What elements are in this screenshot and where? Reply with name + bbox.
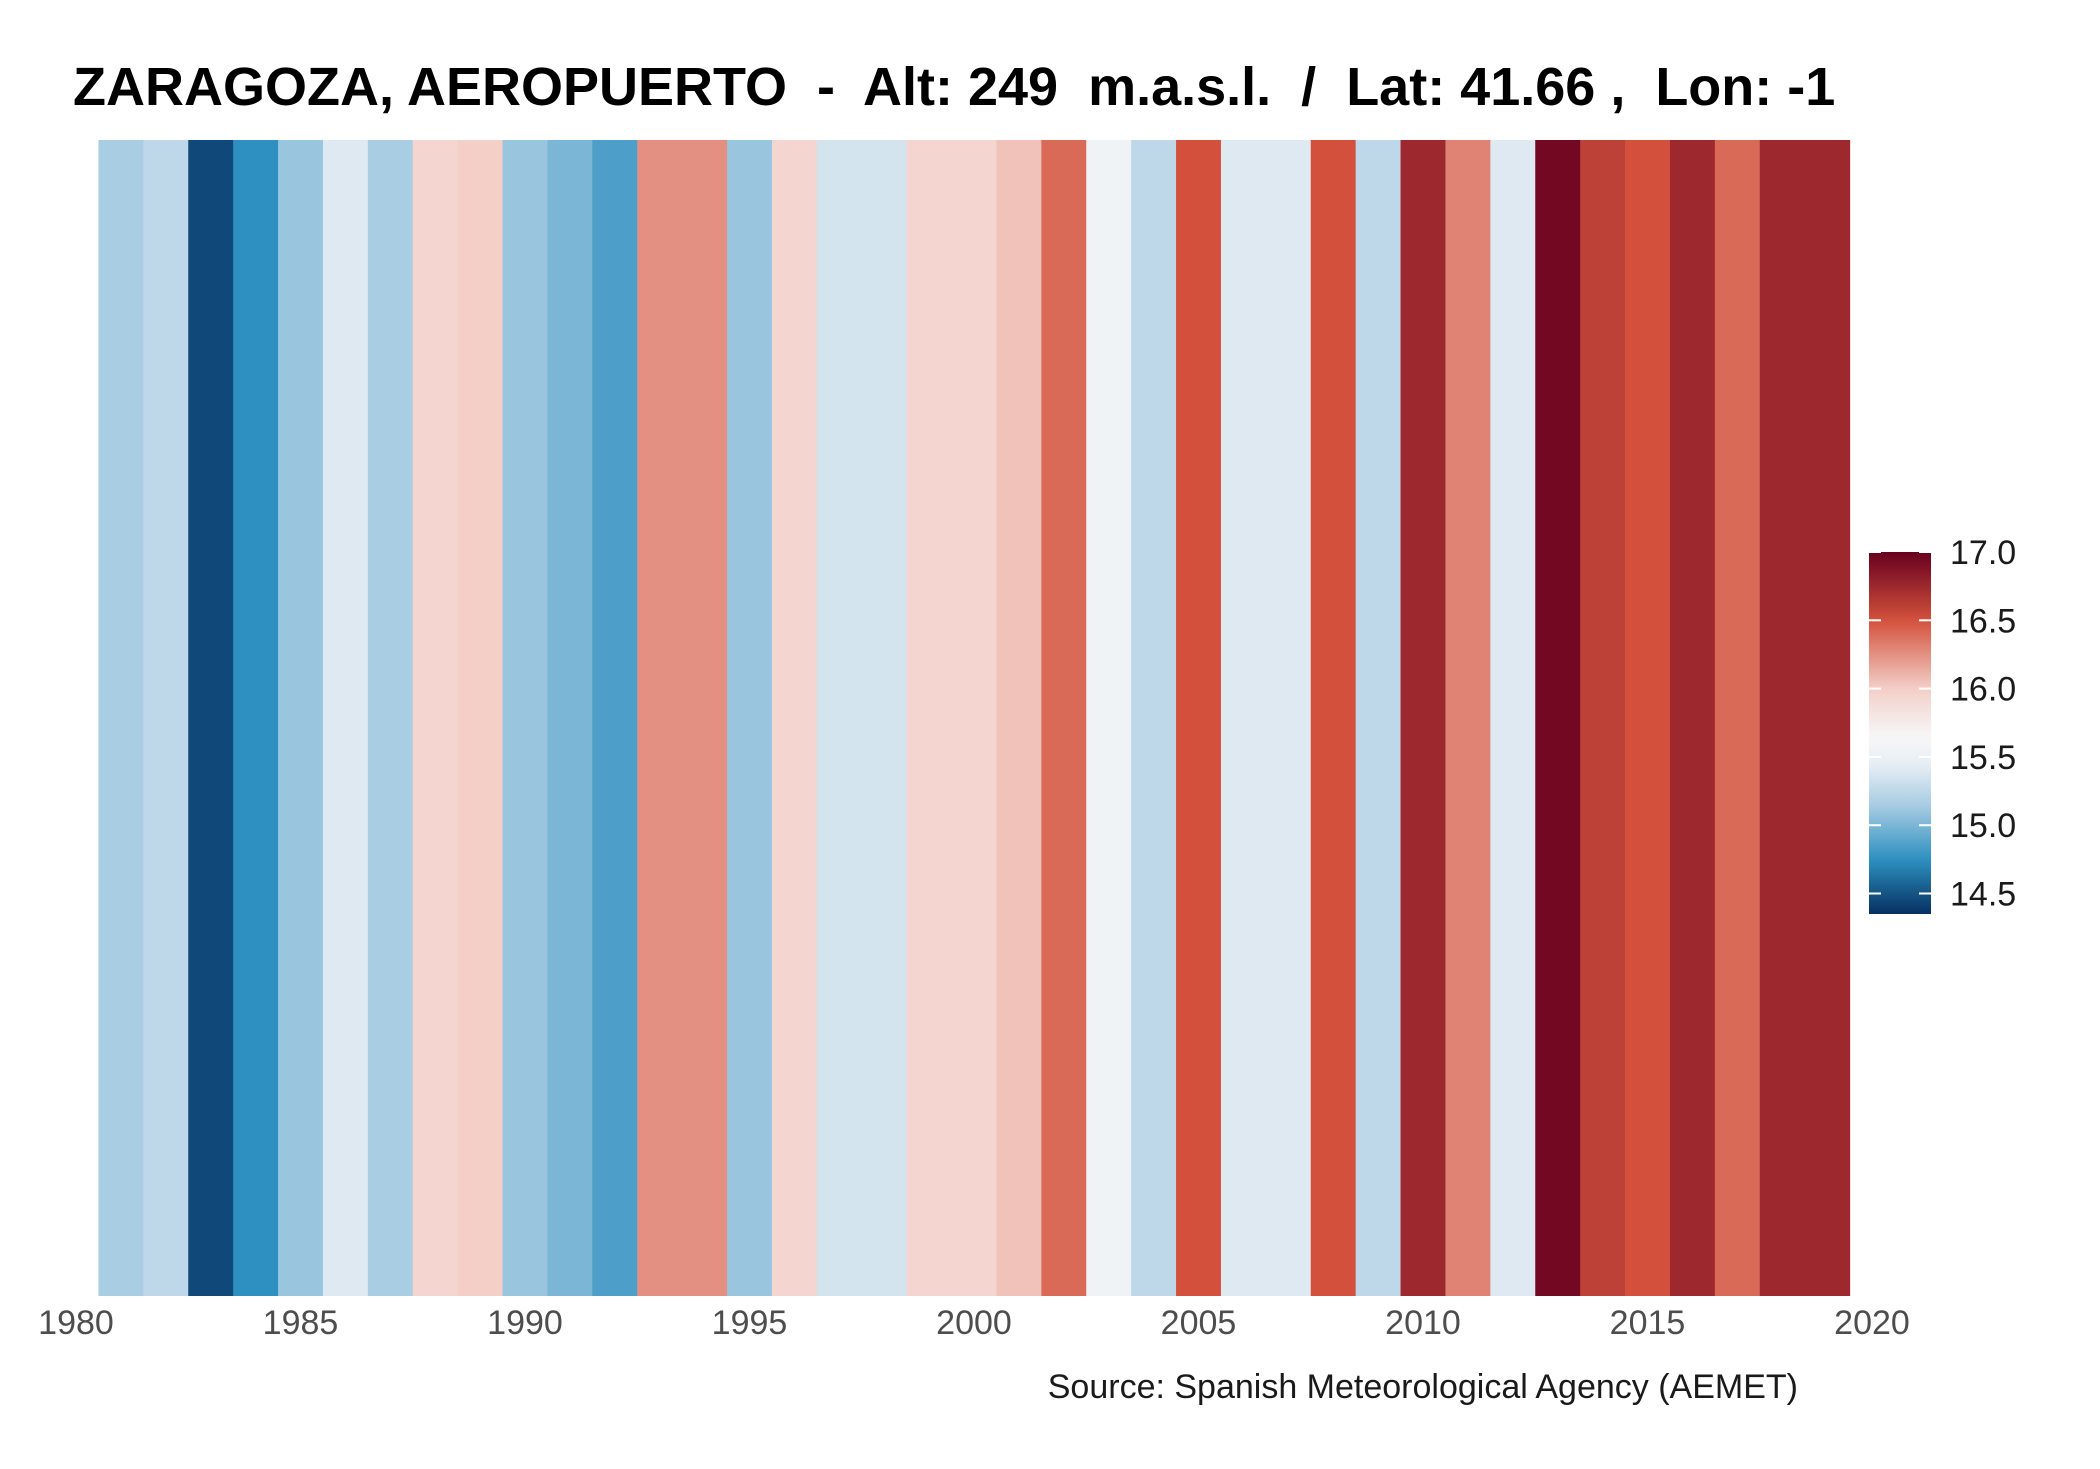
stripes-group xyxy=(98,140,1851,1296)
x-tick-label-2010: 2010 xyxy=(1385,1304,1461,1342)
stripe-2001 xyxy=(996,140,1042,1296)
stripe-1996 xyxy=(771,140,818,1296)
legend-tick-label: 14.5 xyxy=(1950,876,2016,914)
x-tick-label-2005: 2005 xyxy=(1161,1304,1237,1342)
stripe-2015 xyxy=(1625,140,1671,1296)
stripe-2012 xyxy=(1490,140,1536,1296)
stripe-1997 xyxy=(816,140,863,1296)
legend-colorbar xyxy=(1869,552,1931,914)
stripe-1995 xyxy=(727,140,773,1296)
legend-tick-label: 16.0 xyxy=(1950,671,2016,709)
x-tick-label-1980: 1980 xyxy=(38,1304,114,1342)
legend-tick-label: 15.5 xyxy=(1950,739,2016,777)
legend-tick-label: 16.5 xyxy=(1950,602,2016,640)
stripe-2011 xyxy=(1445,140,1491,1296)
stripe-2006 xyxy=(1220,140,1267,1296)
stripe-2005 xyxy=(1176,140,1222,1296)
stripe-2016 xyxy=(1669,140,1716,1296)
stripe-2014 xyxy=(1580,140,1626,1296)
x-tick-label-1995: 1995 xyxy=(712,1304,788,1342)
stripe-1986 xyxy=(322,140,369,1296)
x-tick-label-2000: 2000 xyxy=(936,1304,1012,1342)
stripe-1981 xyxy=(98,140,144,1296)
stripe-2018 xyxy=(1759,140,1806,1296)
stripe-1985 xyxy=(278,140,324,1296)
stripe-1983 xyxy=(188,140,234,1296)
chart-title: ZARAGOZA, AEROPUERTO - Alt: 249 m.a.s.l.… xyxy=(73,57,1835,117)
stripe-2000 xyxy=(951,140,998,1296)
x-tick-label-2015: 2015 xyxy=(1610,1304,1686,1342)
stripe-1987 xyxy=(367,140,414,1296)
stripe-2004 xyxy=(1131,140,1177,1296)
stripe-2009 xyxy=(1355,140,1402,1296)
stripe-1984 xyxy=(233,140,279,1296)
source-caption: Source: Spanish Meteorological Agency (A… xyxy=(1048,1368,1798,1406)
stripe-1998 xyxy=(861,140,908,1296)
x-tick-label-1990: 1990 xyxy=(487,1304,563,1342)
legend-tick-label: 17.0 xyxy=(1950,534,2016,572)
stripe-2002 xyxy=(1041,140,1087,1296)
stripe-2013 xyxy=(1535,140,1581,1296)
stripe-2017 xyxy=(1714,140,1761,1296)
stripe-1991 xyxy=(547,140,593,1296)
stripe-1990 xyxy=(502,140,549,1296)
stripe-1993 xyxy=(637,140,683,1296)
legend-tick-label: 15.0 xyxy=(1950,807,2016,845)
stripe-2019 xyxy=(1804,140,1851,1296)
x-tick-label-1985: 1985 xyxy=(263,1304,339,1342)
stripe-1992 xyxy=(592,140,638,1296)
x-tick-label-2020: 2020 xyxy=(1834,1304,1910,1342)
stripe-2008 xyxy=(1310,140,1357,1296)
stripe-2010 xyxy=(1400,140,1447,1296)
stripe-1988 xyxy=(412,140,459,1296)
stripe-1989 xyxy=(457,140,504,1296)
legend: 17.0 16.5 16.0 15.5 15.0 14.5 xyxy=(1869,534,2016,914)
stripe-1999 xyxy=(906,140,953,1296)
stripe-2003 xyxy=(1086,140,1132,1296)
stripe-1982 xyxy=(143,140,189,1296)
stripe-1994 xyxy=(682,140,728,1296)
stripe-2007 xyxy=(1265,140,1312,1296)
x-axis: 1980 1985 1990 1995 2000 2005 2010 2015 2020 xyxy=(38,1304,1910,1342)
